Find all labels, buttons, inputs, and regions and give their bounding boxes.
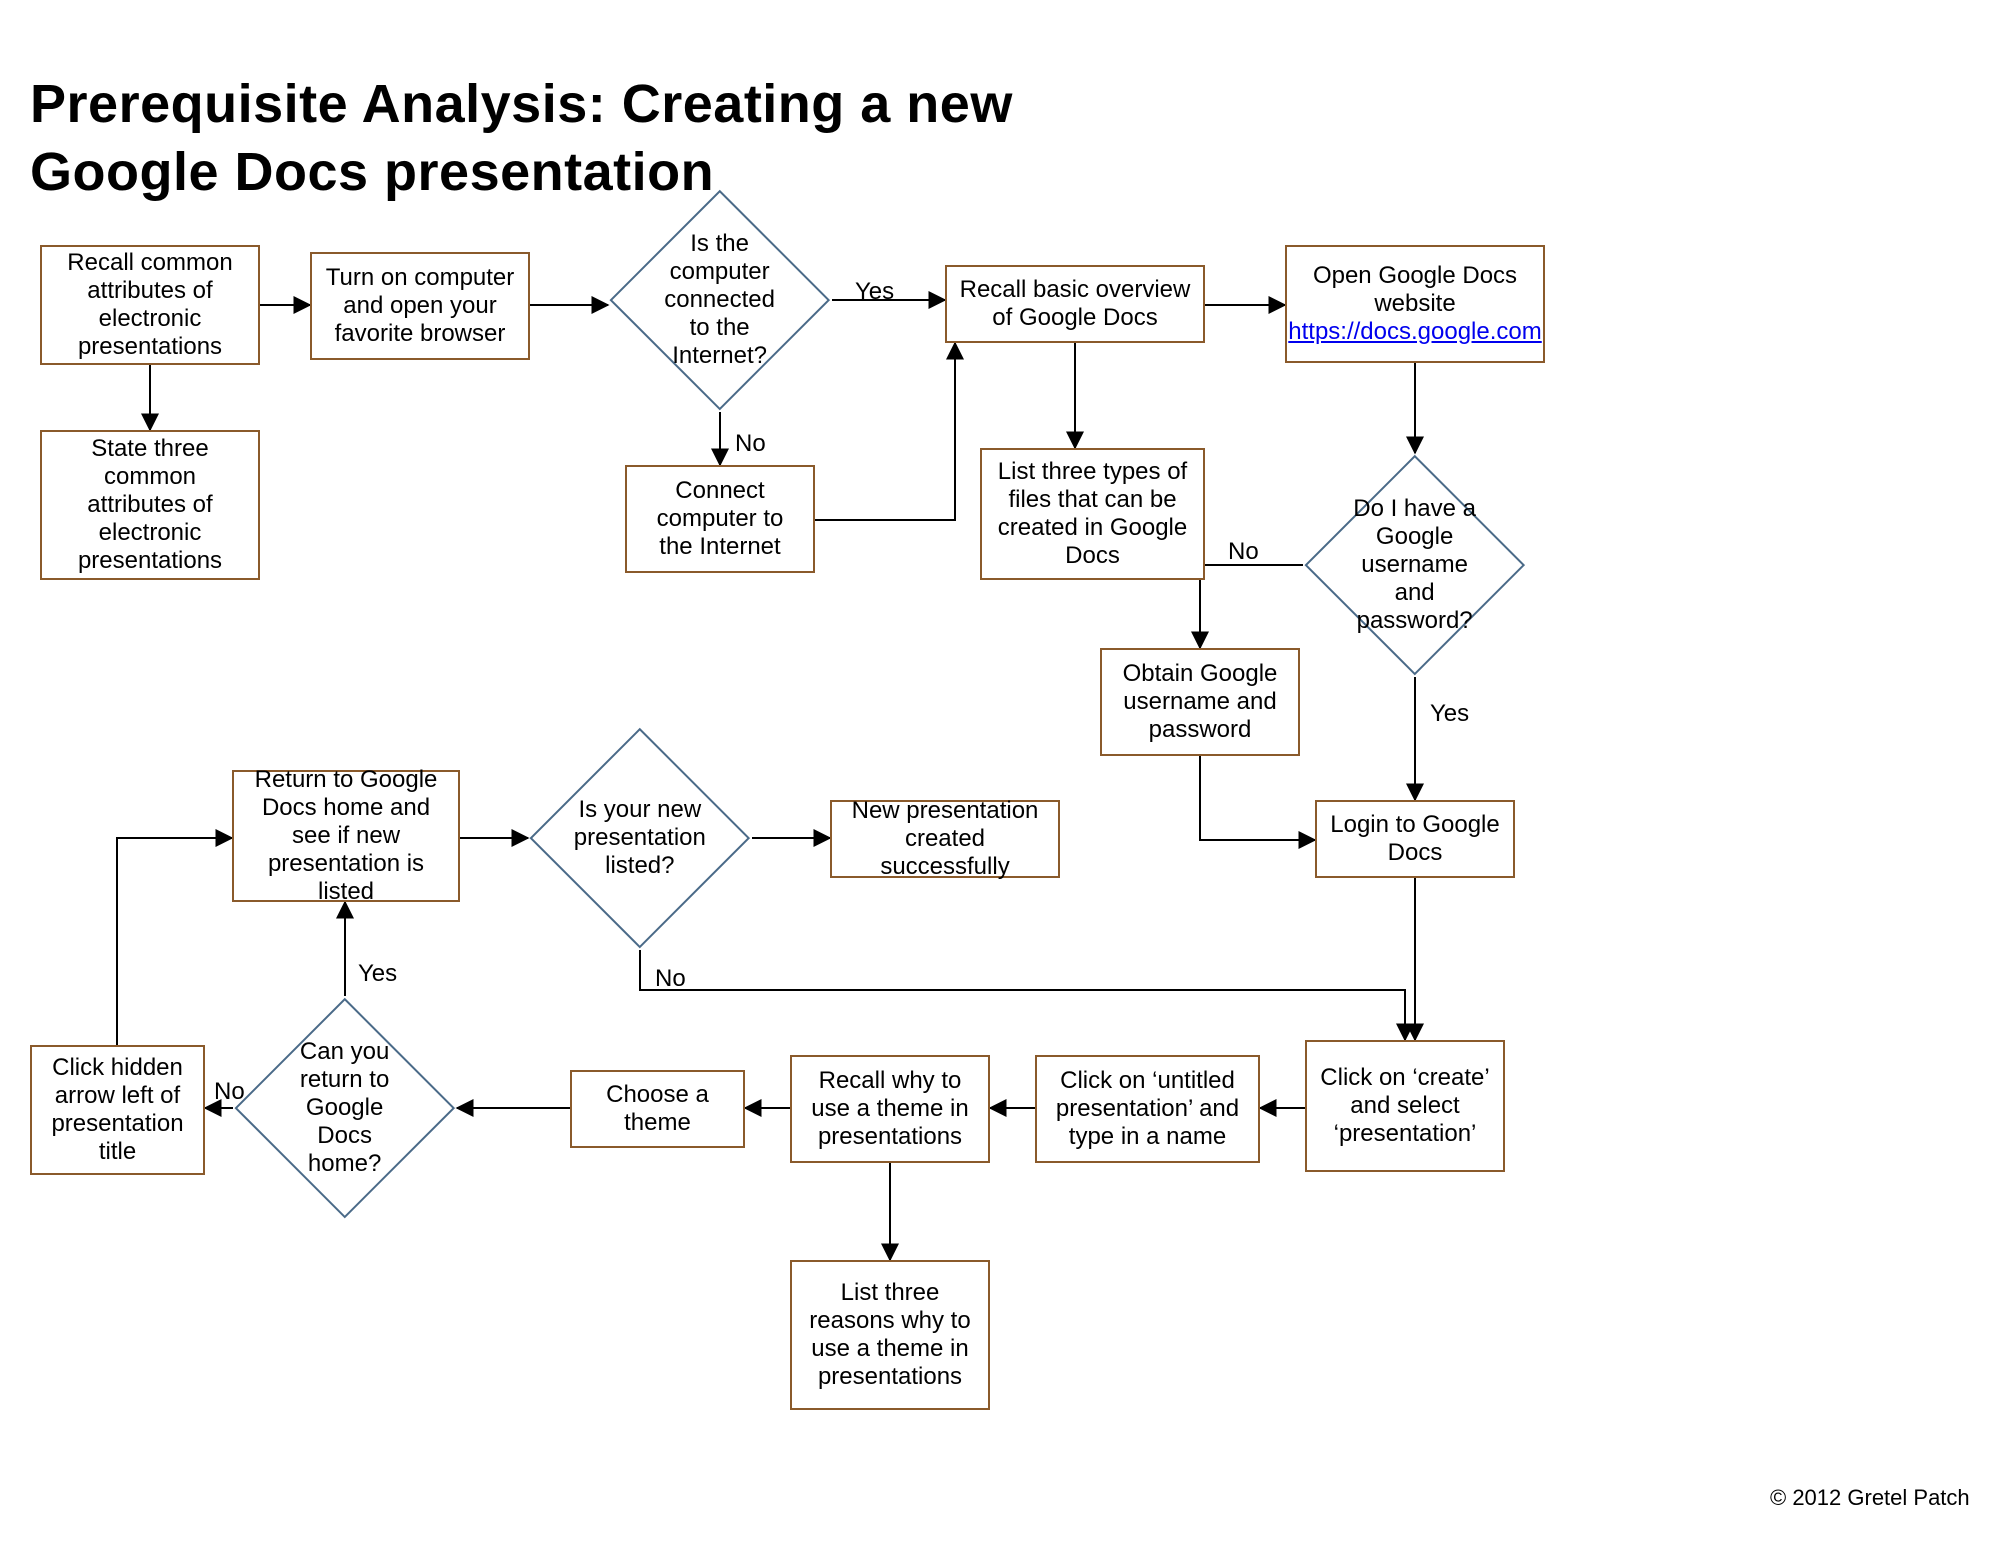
node-n_click_untitled: Click on ‘untitled presentation’ and typ… [1035,1055,1260,1163]
node-n_return_list: Return to Google Docs home and see if ne… [232,770,460,902]
node-n_state_three: State three common attributes of electro… [40,430,260,580]
decision-d_internet: Is the computer connected to the Interne… [610,190,830,410]
node-n_obtain: Obtain Google username and password [1100,648,1300,756]
edge [1200,565,1303,648]
edge-label-l_yes_return: Yes [358,960,397,988]
node-label: List three types of files that can be cr… [992,458,1193,570]
node-label: Click on ‘untitled presentation’ and typ… [1047,1067,1248,1151]
node-n_recall_docs: Recall basic overview of Google Docs [945,265,1205,343]
node-label: Do I have a Google username and password… [1349,495,1481,635]
edge-label-l_yes_internet: Yes [855,278,894,306]
edge-label-l_no_return: No [214,1078,245,1106]
node-label: Click on ‘create’ and select ‘presentati… [1317,1064,1493,1148]
edge [640,950,1405,1040]
node-n_turn_on: Turn on computer and open your favorite … [310,252,530,360]
page-title: Prerequisite Analysis: Creating a newGoo… [30,71,1013,206]
edge [117,838,232,1045]
node-n_list_reasons: List three reasons why to use a theme in… [790,1260,990,1410]
node-n_open_site: Open Google Docs websitehttps://docs.goo… [1285,245,1545,363]
decision-d_listed: Is your new presentation listed? [530,728,750,948]
node-label: New presentation created successfully [842,797,1048,881]
node-link[interactable]: https://docs.google.com [1288,318,1541,345]
node-n_success: New presentation created successfully [830,800,1060,878]
node-label: Return to Google Docs home and see if ne… [244,766,448,906]
edge-label-l_no_internet: No [735,430,766,458]
node-n_click_create: Click on ‘create’ and select ‘presentati… [1305,1040,1505,1172]
node-label: Connect computer to the Internet [637,477,803,561]
node-label: Recall basic overview of Google Docs [957,276,1193,332]
node-label: Open Google Docs website [1288,262,1541,318]
node-n_recall_attrs: Recall common attributes of electronic p… [40,245,260,365]
node-label: Click hidden arrow left of presentation … [42,1054,193,1166]
node-label: Is your new presentation listed? [574,796,706,880]
edge [1200,756,1315,840]
decision-d_return_home: Can you return to Google Docs home? [235,998,455,1218]
node-n_recall_theme: Recall why to use a theme in presentatio… [790,1055,990,1163]
edge-label-l_no_login: No [1228,538,1259,566]
node-label: Login to Google Docs [1327,811,1503,867]
node-label: List three reasons why to use a theme in… [802,1279,978,1391]
copyright: © 2012 Gretel Patch [1770,1485,1970,1511]
edge-label-l_no_listed: No [655,965,686,993]
node-n_list_types: List three types of files that can be cr… [980,448,1205,580]
flowchart-stage: Prerequisite Analysis: Creating a newGoo… [0,0,2000,1545]
edge [815,343,955,520]
node-label: Choose a theme [582,1081,733,1137]
node-label: Turn on computer and open your favorite … [322,264,518,348]
node-label: Can you return to Google Docs home? [279,1038,411,1178]
node-label: Recall why to use a theme in presentatio… [802,1067,978,1151]
node-n_login: Login to Google Docs [1315,800,1515,878]
decision-d_have_login: Do I have a Google username and password… [1305,455,1525,675]
node-n_connect: Connect computer to the Internet [625,465,815,573]
node-n_choose_theme: Choose a theme [570,1070,745,1148]
node-label: State three common attributes of electro… [52,435,248,575]
node-n_click_hidden: Click hidden arrow left of presentation … [30,1045,205,1175]
node-label: Obtain Google username and password [1112,660,1288,744]
node-label: Recall common attributes of electronic p… [52,249,248,361]
node-label: Is the computer connected to the Interne… [654,230,786,370]
edge-label-l_yes_login: Yes [1430,700,1469,728]
